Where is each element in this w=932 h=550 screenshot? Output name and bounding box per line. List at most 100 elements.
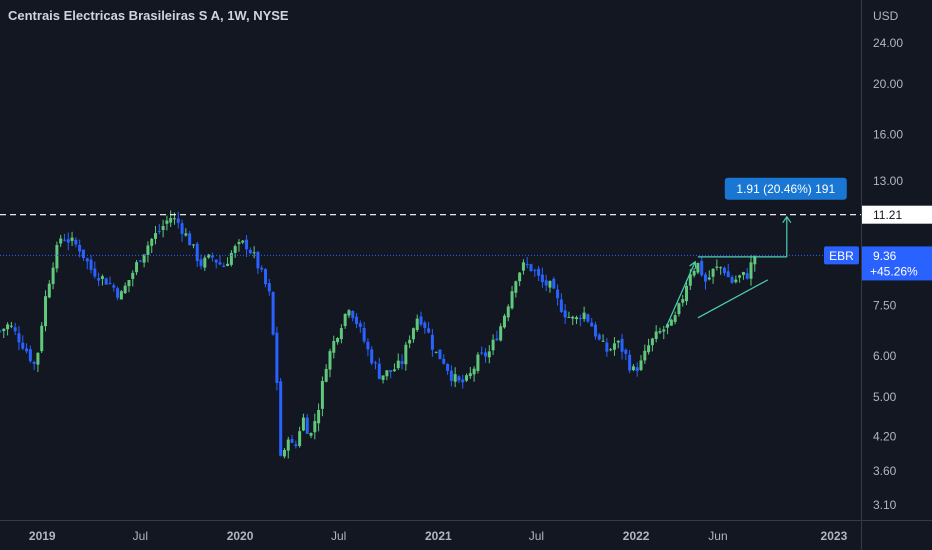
candle-body (616, 340, 620, 343)
candle-body (438, 349, 442, 360)
triangle-support-line (697, 279, 769, 319)
candle (184, 228, 188, 237)
candle (476, 352, 480, 374)
candle (218, 255, 222, 266)
candle (707, 270, 711, 281)
candle (97, 272, 101, 287)
candle (271, 291, 275, 336)
candle-body (324, 368, 328, 382)
candle (673, 311, 677, 325)
candle (328, 348, 332, 378)
candle (298, 426, 302, 448)
candle (590, 317, 594, 327)
candle-body (97, 278, 101, 281)
candle-body (434, 351, 438, 353)
candle-body (669, 319, 673, 326)
candle (457, 375, 461, 384)
candle (146, 241, 150, 263)
candle-body (537, 268, 541, 276)
candle-body (495, 338, 499, 341)
candle-body (229, 252, 233, 265)
candle (74, 237, 78, 248)
candle-body (150, 238, 154, 246)
candle (726, 263, 730, 278)
x-tick-label: Jul (331, 529, 346, 543)
candle (480, 346, 484, 356)
candle (525, 256, 529, 269)
candle-body (703, 274, 707, 282)
candle-body (237, 242, 241, 245)
candle (169, 210, 173, 227)
candle-body (442, 358, 446, 364)
candle-body (260, 267, 264, 270)
candle-body (248, 249, 252, 254)
candle (142, 254, 146, 268)
candle (593, 321, 597, 340)
candle (389, 369, 393, 379)
candle-body (631, 366, 635, 371)
candle (745, 267, 749, 280)
candle-body (571, 316, 575, 319)
candle (294, 440, 298, 449)
candle-body (529, 264, 533, 271)
candle (309, 432, 313, 439)
candle (643, 344, 647, 364)
candle-body (658, 331, 662, 333)
candle (696, 262, 700, 275)
candle (66, 232, 70, 251)
candle (753, 255, 757, 272)
candle (237, 239, 241, 252)
candle-body (332, 340, 336, 353)
candle (176, 211, 180, 229)
candle (81, 249, 85, 261)
candle (419, 311, 423, 327)
chart-title: Centrais Electricas Brasileiras S A, 1W,… (8, 8, 289, 23)
candle (430, 328, 434, 357)
candle (472, 366, 476, 382)
candle (703, 272, 707, 290)
candle-body (628, 354, 632, 371)
candle-body (556, 289, 560, 299)
candle-body (32, 361, 36, 364)
candle-body (681, 299, 685, 303)
candle-body (93, 268, 97, 277)
candle (392, 363, 396, 372)
candle (229, 250, 233, 267)
candle (377, 357, 381, 380)
candle (567, 311, 571, 318)
x-tick-label: 2023 (821, 529, 848, 543)
candle-body (700, 260, 704, 276)
candle (571, 315, 575, 326)
candle (248, 247, 252, 255)
candle-body (480, 352, 484, 354)
candle (601, 334, 605, 342)
candle (264, 268, 268, 288)
candle-body (358, 323, 362, 327)
candle-body (559, 299, 563, 312)
candle (313, 413, 317, 440)
candle (362, 321, 366, 344)
candle (336, 337, 340, 345)
candle-body (320, 380, 324, 409)
candle-body (385, 370, 389, 377)
candle-body (722, 267, 726, 274)
candle-body (343, 313, 347, 327)
candle (44, 290, 48, 332)
candle (40, 322, 44, 354)
candle-body (624, 349, 628, 354)
candle-body (245, 239, 249, 250)
candle (2, 328, 6, 339)
candle (741, 271, 745, 280)
candle-body (620, 338, 624, 352)
y-tick-label: 20.00 (873, 77, 903, 91)
candle (21, 335, 25, 351)
candle-body (381, 375, 385, 380)
candle-body (362, 327, 366, 342)
candle-body (123, 285, 127, 294)
candle (404, 341, 408, 371)
candle (180, 219, 184, 242)
candle-body (654, 331, 658, 340)
candle (135, 260, 139, 276)
